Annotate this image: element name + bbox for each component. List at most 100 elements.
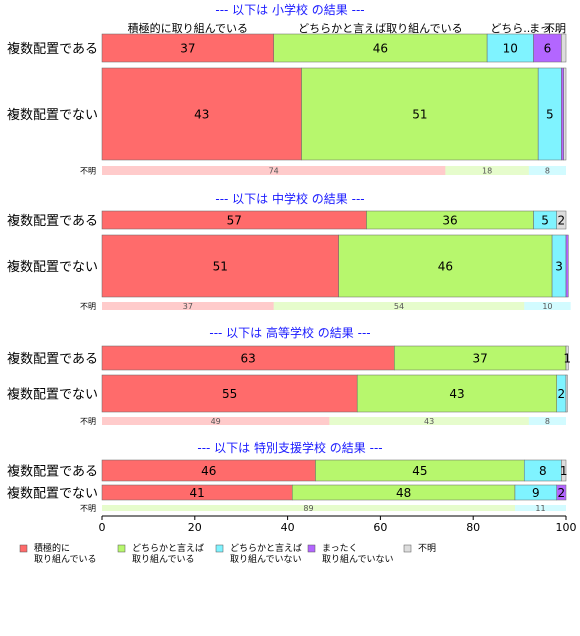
data-label: 43	[194, 108, 209, 122]
data-label: 8	[545, 167, 550, 176]
data-label: 45	[412, 464, 427, 478]
panel-title: --- 以下は 小学校 の結果 ---	[215, 2, 364, 17]
bar-segment	[101, 234, 339, 298]
bar-segment	[394, 345, 567, 371]
column-header: まっ...	[529, 22, 561, 35]
row-label: 複数配置である	[7, 464, 98, 480]
data-label: 51	[412, 108, 427, 122]
row-label: 複数配置でない	[7, 259, 98, 275]
legend-label: 不明	[418, 543, 436, 554]
bar-segment	[101, 374, 358, 413]
column-header: どちらかと言えば取り組んでいる	[298, 22, 462, 35]
column-header: 積極的に取り組んでいる	[128, 21, 248, 35]
data-label: 46	[201, 464, 216, 478]
legend-swatch	[403, 544, 412, 553]
bar-segment	[556, 484, 567, 501]
data-label: 8	[539, 464, 547, 478]
data-label: 48	[396, 486, 411, 500]
bar-segment	[273, 302, 525, 310]
panel-title: --- 以下は 高等学校 の結果 ---	[209, 325, 370, 340]
column-header: 不明	[544, 22, 566, 35]
row-label: 不明	[80, 302, 96, 311]
legend-label: まったく	[322, 543, 358, 554]
legend-label: どちらかと言えば	[230, 542, 302, 554]
data-label: 89	[303, 504, 313, 513]
bar-segment	[565, 234, 569, 298]
row-label: 複数配置でない	[7, 387, 98, 403]
data-label: 2	[558, 486, 566, 500]
data-label: 8	[545, 417, 550, 426]
row-label: 複数配置でない	[7, 486, 98, 502]
legend-label: どちらかと言えば	[132, 542, 204, 554]
data-label: 3	[555, 260, 563, 274]
data-label: 37	[183, 302, 193, 311]
legend-label: 取り組んでいない	[230, 553, 302, 565]
bar-segment	[101, 67, 302, 161]
x-tick-label: 0	[99, 521, 106, 534]
data-label: 10	[542, 302, 552, 311]
bar-segment	[514, 505, 566, 511]
bar-segment	[329, 417, 529, 425]
data-label: 2	[558, 214, 566, 228]
column-header: どちら..	[490, 22, 530, 35]
data-label: 43	[449, 387, 464, 401]
bar-segment	[528, 166, 566, 175]
bar-segment	[102, 505, 515, 511]
bar-segment	[565, 374, 568, 413]
data-label: 49	[211, 417, 221, 426]
bar-segment	[524, 302, 571, 310]
data-label: 11	[535, 504, 545, 513]
data-label: 46	[373, 42, 388, 56]
x-tick-label: 60	[373, 521, 387, 534]
data-label: 5	[546, 108, 554, 122]
bar-segment	[301, 67, 539, 161]
data-label: 36	[442, 214, 457, 228]
data-label: 74	[269, 167, 279, 176]
data-label: 51	[213, 260, 228, 274]
row-label: 複数配置でない	[7, 107, 98, 123]
row-label: 複数配置である	[7, 41, 98, 57]
legend-label: 取り組んでいない	[322, 553, 394, 565]
bar-segment	[273, 33, 488, 63]
bar-segment	[356, 374, 557, 413]
bar-segment	[561, 67, 564, 161]
bar-segment	[561, 33, 567, 63]
data-label: 6	[544, 42, 552, 56]
data-label: 2	[558, 387, 566, 401]
bar-segment	[445, 166, 529, 175]
data-label: 1	[563, 352, 571, 366]
x-tick-label: 80	[466, 521, 480, 534]
legend-label: 取り組んでいる	[132, 553, 195, 565]
data-label: 9	[532, 486, 540, 500]
bar-segment	[102, 166, 446, 175]
data-label: 41	[189, 486, 204, 500]
row-label: 不明	[80, 167, 96, 176]
row-label: 複数配置である	[7, 351, 98, 367]
data-label: 10	[503, 42, 518, 56]
data-label: 57	[227, 214, 242, 228]
data-label: 55	[222, 387, 237, 401]
x-tick-label: 40	[281, 521, 295, 534]
data-label: 54	[394, 302, 404, 311]
data-label: 43	[424, 417, 434, 426]
legend-label: 取り組んでいる	[34, 553, 97, 565]
data-label: 46	[438, 260, 453, 274]
legend-swatch	[215, 544, 224, 553]
row-label: 不明	[80, 504, 96, 513]
data-label: 5	[541, 214, 549, 228]
legend-swatch	[19, 544, 28, 553]
bar-segment	[565, 345, 569, 371]
data-label: 37	[473, 352, 488, 366]
panel-title: --- 以下は 中学校 の結果 ---	[215, 191, 364, 206]
bar-segment	[102, 302, 274, 310]
bar-segment	[563, 67, 567, 161]
legend-label: 積極的に	[34, 542, 70, 554]
x-tick-label: 20	[188, 521, 202, 534]
row-label: 複数配置である	[7, 213, 98, 229]
data-label: 63	[241, 352, 256, 366]
bar-segment	[102, 417, 330, 425]
bar-segment	[101, 345, 395, 371]
row-label: 不明	[80, 417, 96, 426]
panel-title: --- 以下は 特別支援学校 の結果 ---	[197, 440, 382, 455]
